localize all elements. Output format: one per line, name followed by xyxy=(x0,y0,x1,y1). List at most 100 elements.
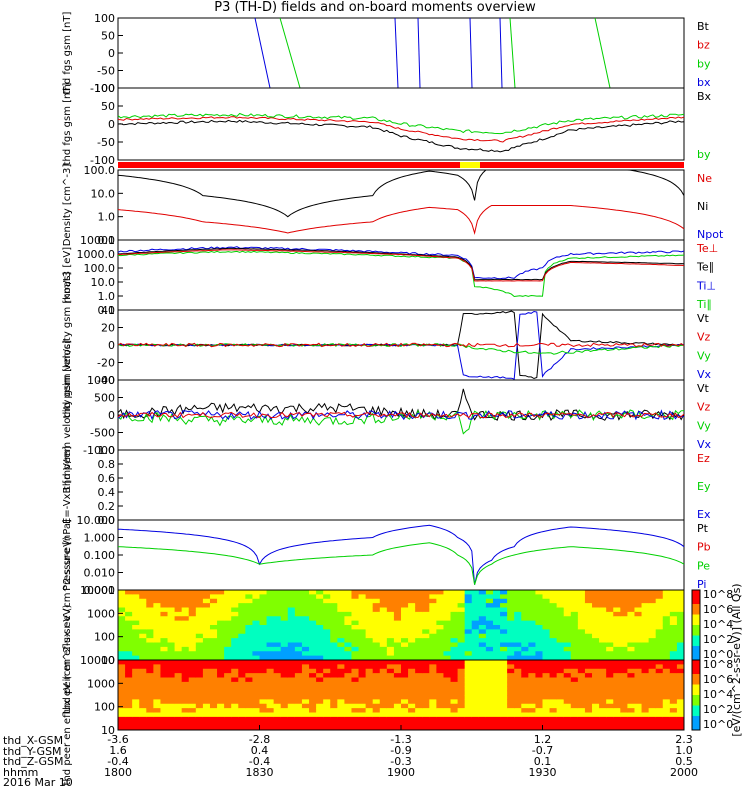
spec-cell xyxy=(280,646,289,652)
spec-cell xyxy=(627,668,635,674)
spec-cell xyxy=(492,611,501,617)
spec-cell xyxy=(662,681,671,687)
spec-cell xyxy=(620,681,628,687)
spec-cell xyxy=(592,633,600,639)
spec-cell xyxy=(676,607,685,613)
spec-cell xyxy=(648,686,657,692)
spec-cell xyxy=(252,642,260,648)
spec-cell xyxy=(209,668,218,674)
spec-cell xyxy=(535,642,543,648)
spec-cell xyxy=(379,607,388,613)
spec-cell xyxy=(231,620,239,626)
spec-cell xyxy=(294,651,303,657)
spec-cell xyxy=(507,594,515,600)
spec-cell xyxy=(599,703,607,709)
spec-cell xyxy=(627,699,635,705)
spec-cell xyxy=(669,638,678,643)
colorbar-9-tick-4: 10^0 xyxy=(703,648,733,661)
spec-cell xyxy=(570,611,579,617)
spec-cell xyxy=(372,603,381,608)
spec-cell xyxy=(188,703,197,709)
spec-cell xyxy=(535,703,543,709)
spec-cell xyxy=(584,638,593,643)
spec-cell xyxy=(620,664,628,670)
spec-cell xyxy=(351,677,360,683)
spec-cell xyxy=(224,699,232,705)
spec-cell xyxy=(217,633,225,639)
spec-cell xyxy=(584,598,593,604)
spec-cell xyxy=(224,638,232,643)
spec-cell xyxy=(422,699,430,705)
spec-cell xyxy=(648,598,657,604)
spec-cell xyxy=(372,695,381,700)
spec-cell xyxy=(245,664,253,670)
spec-cell xyxy=(238,638,246,643)
spec-cell xyxy=(217,616,225,622)
spec-cell xyxy=(160,716,169,722)
spec-cell xyxy=(344,664,352,670)
spec-cell xyxy=(118,651,126,657)
spec-cell xyxy=(351,642,360,648)
spec-cell xyxy=(563,668,572,674)
spec-cell xyxy=(471,616,480,622)
figure-title: P3 (TH-D) fields and on-board moments ov… xyxy=(214,0,536,15)
spec-cell xyxy=(436,625,444,630)
spec-cell xyxy=(599,668,607,674)
spec-cell xyxy=(408,712,416,718)
spec-cell xyxy=(231,664,239,670)
spec-cell xyxy=(202,638,211,643)
colorbar-9-seg xyxy=(692,632,700,636)
spec-cell xyxy=(224,607,232,613)
spec-cell xyxy=(188,681,197,687)
spec-cell xyxy=(330,690,338,696)
spec-cell xyxy=(209,677,218,683)
spec-cell xyxy=(478,616,487,622)
spec-cell xyxy=(507,664,515,670)
spec-cell xyxy=(393,699,402,705)
spec-cell xyxy=(238,681,246,687)
spec-cell xyxy=(422,686,430,692)
spec-cell xyxy=(174,607,183,613)
spec-cell xyxy=(146,712,154,718)
spec-cell xyxy=(217,629,225,635)
spec-cell xyxy=(464,629,473,635)
spec-cell xyxy=(146,603,154,608)
spec-cell xyxy=(351,721,360,727)
spec-cell xyxy=(280,716,289,722)
spec-cell xyxy=(160,673,169,678)
spec-cell xyxy=(266,620,275,626)
spec-cell xyxy=(528,703,536,709)
spec-cell xyxy=(309,638,317,643)
spec-cell xyxy=(408,598,416,604)
spec-cell xyxy=(323,598,331,604)
spec-cell xyxy=(153,681,161,687)
spec-cell xyxy=(379,598,388,604)
spec-cell xyxy=(393,590,402,595)
spec-cell xyxy=(209,690,218,696)
spec-cell xyxy=(592,712,600,718)
spec-cell xyxy=(620,590,628,595)
spec-cell xyxy=(245,651,253,657)
x-tick-label-2: 1900 xyxy=(387,766,415,779)
spec-cell xyxy=(542,625,551,630)
spec-cell xyxy=(634,642,643,648)
spec-cell xyxy=(287,633,296,639)
spec-cell xyxy=(556,725,565,731)
spec-cell xyxy=(209,703,218,709)
spec-cell xyxy=(337,677,345,683)
spec-cell xyxy=(676,712,685,718)
spec-cell xyxy=(351,690,360,696)
spec-cell xyxy=(556,616,565,622)
spec-cell xyxy=(365,673,374,678)
spec-cell xyxy=(301,616,310,622)
spec-cell xyxy=(500,673,508,678)
spec-cell xyxy=(309,620,317,626)
spec-cell xyxy=(549,590,558,595)
spec-cell xyxy=(287,721,296,727)
spec-cell xyxy=(316,725,324,731)
spec-cell xyxy=(676,686,685,692)
spec-cell xyxy=(521,616,529,622)
spec-cell xyxy=(238,655,246,661)
spec-cell xyxy=(464,646,473,652)
